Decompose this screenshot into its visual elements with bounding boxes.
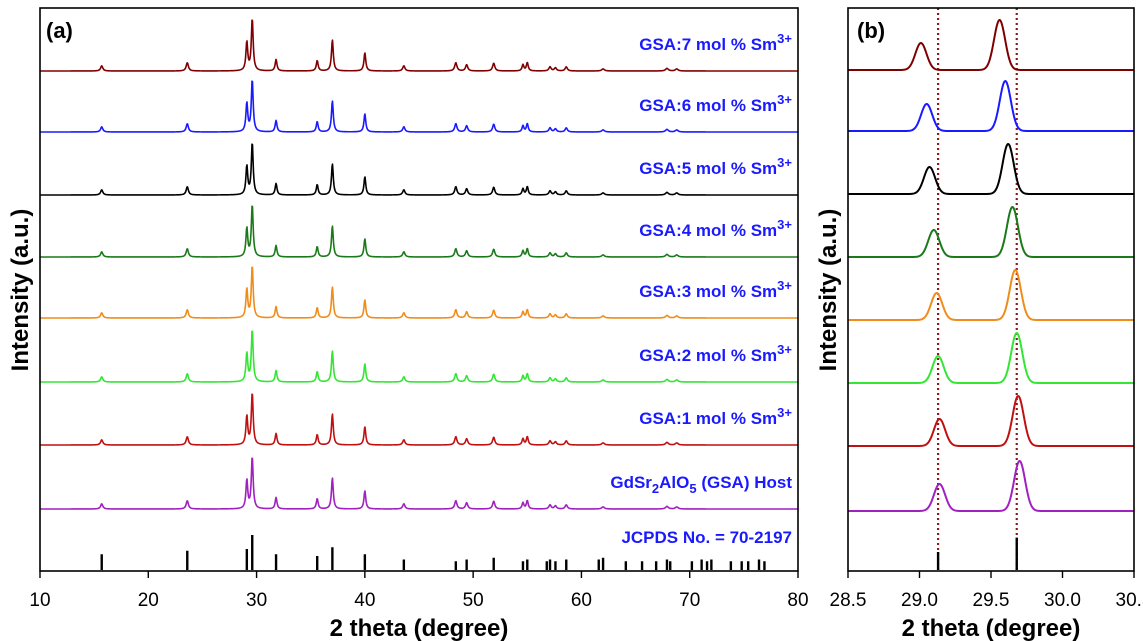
panel-b: 28.5 29.0 29.5 30.0 30.5 (b) 2 theta (degree…	[815, 7, 1143, 641]
xrd-pattern-line	[39, 330, 799, 383]
x-tick-label: 29.0	[901, 590, 938, 611]
series-label: GSA:1 mol % Sm3+	[639, 405, 792, 428]
reference-peaks-b	[936, 537, 1018, 570]
panel-label-a: (a)	[46, 18, 73, 43]
x-tick-label: 80	[787, 590, 808, 611]
x-tick-label: 29.5	[973, 590, 1010, 611]
xrd-pattern-line	[39, 393, 799, 446]
zoomed-peak-line	[847, 332, 1135, 384]
xrd-pattern-line	[39, 143, 799, 196]
xrd-pattern-line	[39, 266, 799, 319]
panel-a: JCPDS No. = 70-2197 GdSr2AlO5 (GSA) Host…	[7, 7, 809, 641]
x-ticks-b: 28.5 29.0 29.5 30.0 30.5	[830, 571, 1143, 611]
series-label: GSA:7 mol % Sm3+	[639, 31, 792, 54]
x-tick-label: 28.5	[830, 590, 867, 611]
xrd-pattern-line	[39, 205, 799, 258]
series-lines-b	[847, 19, 1135, 512]
plot-frame-b	[847, 7, 1135, 572]
zoomed-peak-line	[847, 269, 1135, 321]
x-tick-label: 40	[354, 590, 375, 611]
xrd-pattern-line	[39, 80, 799, 133]
series-label: GdSr2AlO5 (GSA) Host	[610, 473, 792, 496]
x-axis-title-b: 2 theta (degree)	[902, 615, 1081, 641]
zoomed-peak-line	[847, 460, 1135, 512]
zoomed-peak-line	[847, 206, 1135, 258]
series-lines-a	[39, 19, 799, 510]
zoomed-peak-line	[847, 395, 1135, 447]
series-label: GSA:2 mol % Sm3+	[639, 342, 792, 365]
x-tick-label: 30.5	[1116, 590, 1143, 611]
y-axis-title-b: Intensity (a.u.)	[815, 209, 842, 372]
x-tick-label: 30.0	[1044, 590, 1081, 611]
reference-label: JCPDS No. = 70-2197	[621, 528, 792, 547]
x-tick-label: 50	[463, 590, 484, 611]
xrd-pattern-line	[39, 19, 799, 72]
y-axis-title-a: Intensity (a.u.)	[7, 209, 34, 372]
zoomed-peak-line	[847, 80, 1135, 132]
x-ticks-a: 10 20 30 40 50 60 70 80	[29, 571, 809, 611]
x-tick-label: 70	[679, 590, 700, 611]
x-tick-label: 10	[29, 590, 50, 611]
x-tick-label: 20	[138, 590, 159, 611]
plot-frame-a	[39, 7, 799, 572]
zoomed-peak-line	[847, 19, 1135, 71]
reference-peaks-a: JCPDS No. = 70-2197	[100, 528, 792, 570]
series-label: GSA:3 mol % Sm3+	[639, 278, 792, 301]
x-tick-label: 60	[571, 590, 592, 611]
x-axis-title-a: 2 theta (degree)	[330, 615, 509, 641]
xrd-pattern-line	[39, 457, 799, 510]
zoomed-peak-line	[847, 143, 1135, 195]
series-label: GSA:5 mol % Sm3+	[639, 155, 792, 178]
reference-lines-b	[936, 8, 1018, 571]
series-label: GSA:6 mol % Sm3+	[639, 92, 792, 115]
x-tick-label: 30	[246, 590, 267, 611]
series-label: GSA:4 mol % Sm3+	[639, 217, 792, 240]
series-labels-a: GdSr2AlO5 (GSA) Host GSA:1 mol % Sm3+ GSA:…	[610, 31, 792, 496]
panel-label-b: (b)	[857, 18, 885, 43]
